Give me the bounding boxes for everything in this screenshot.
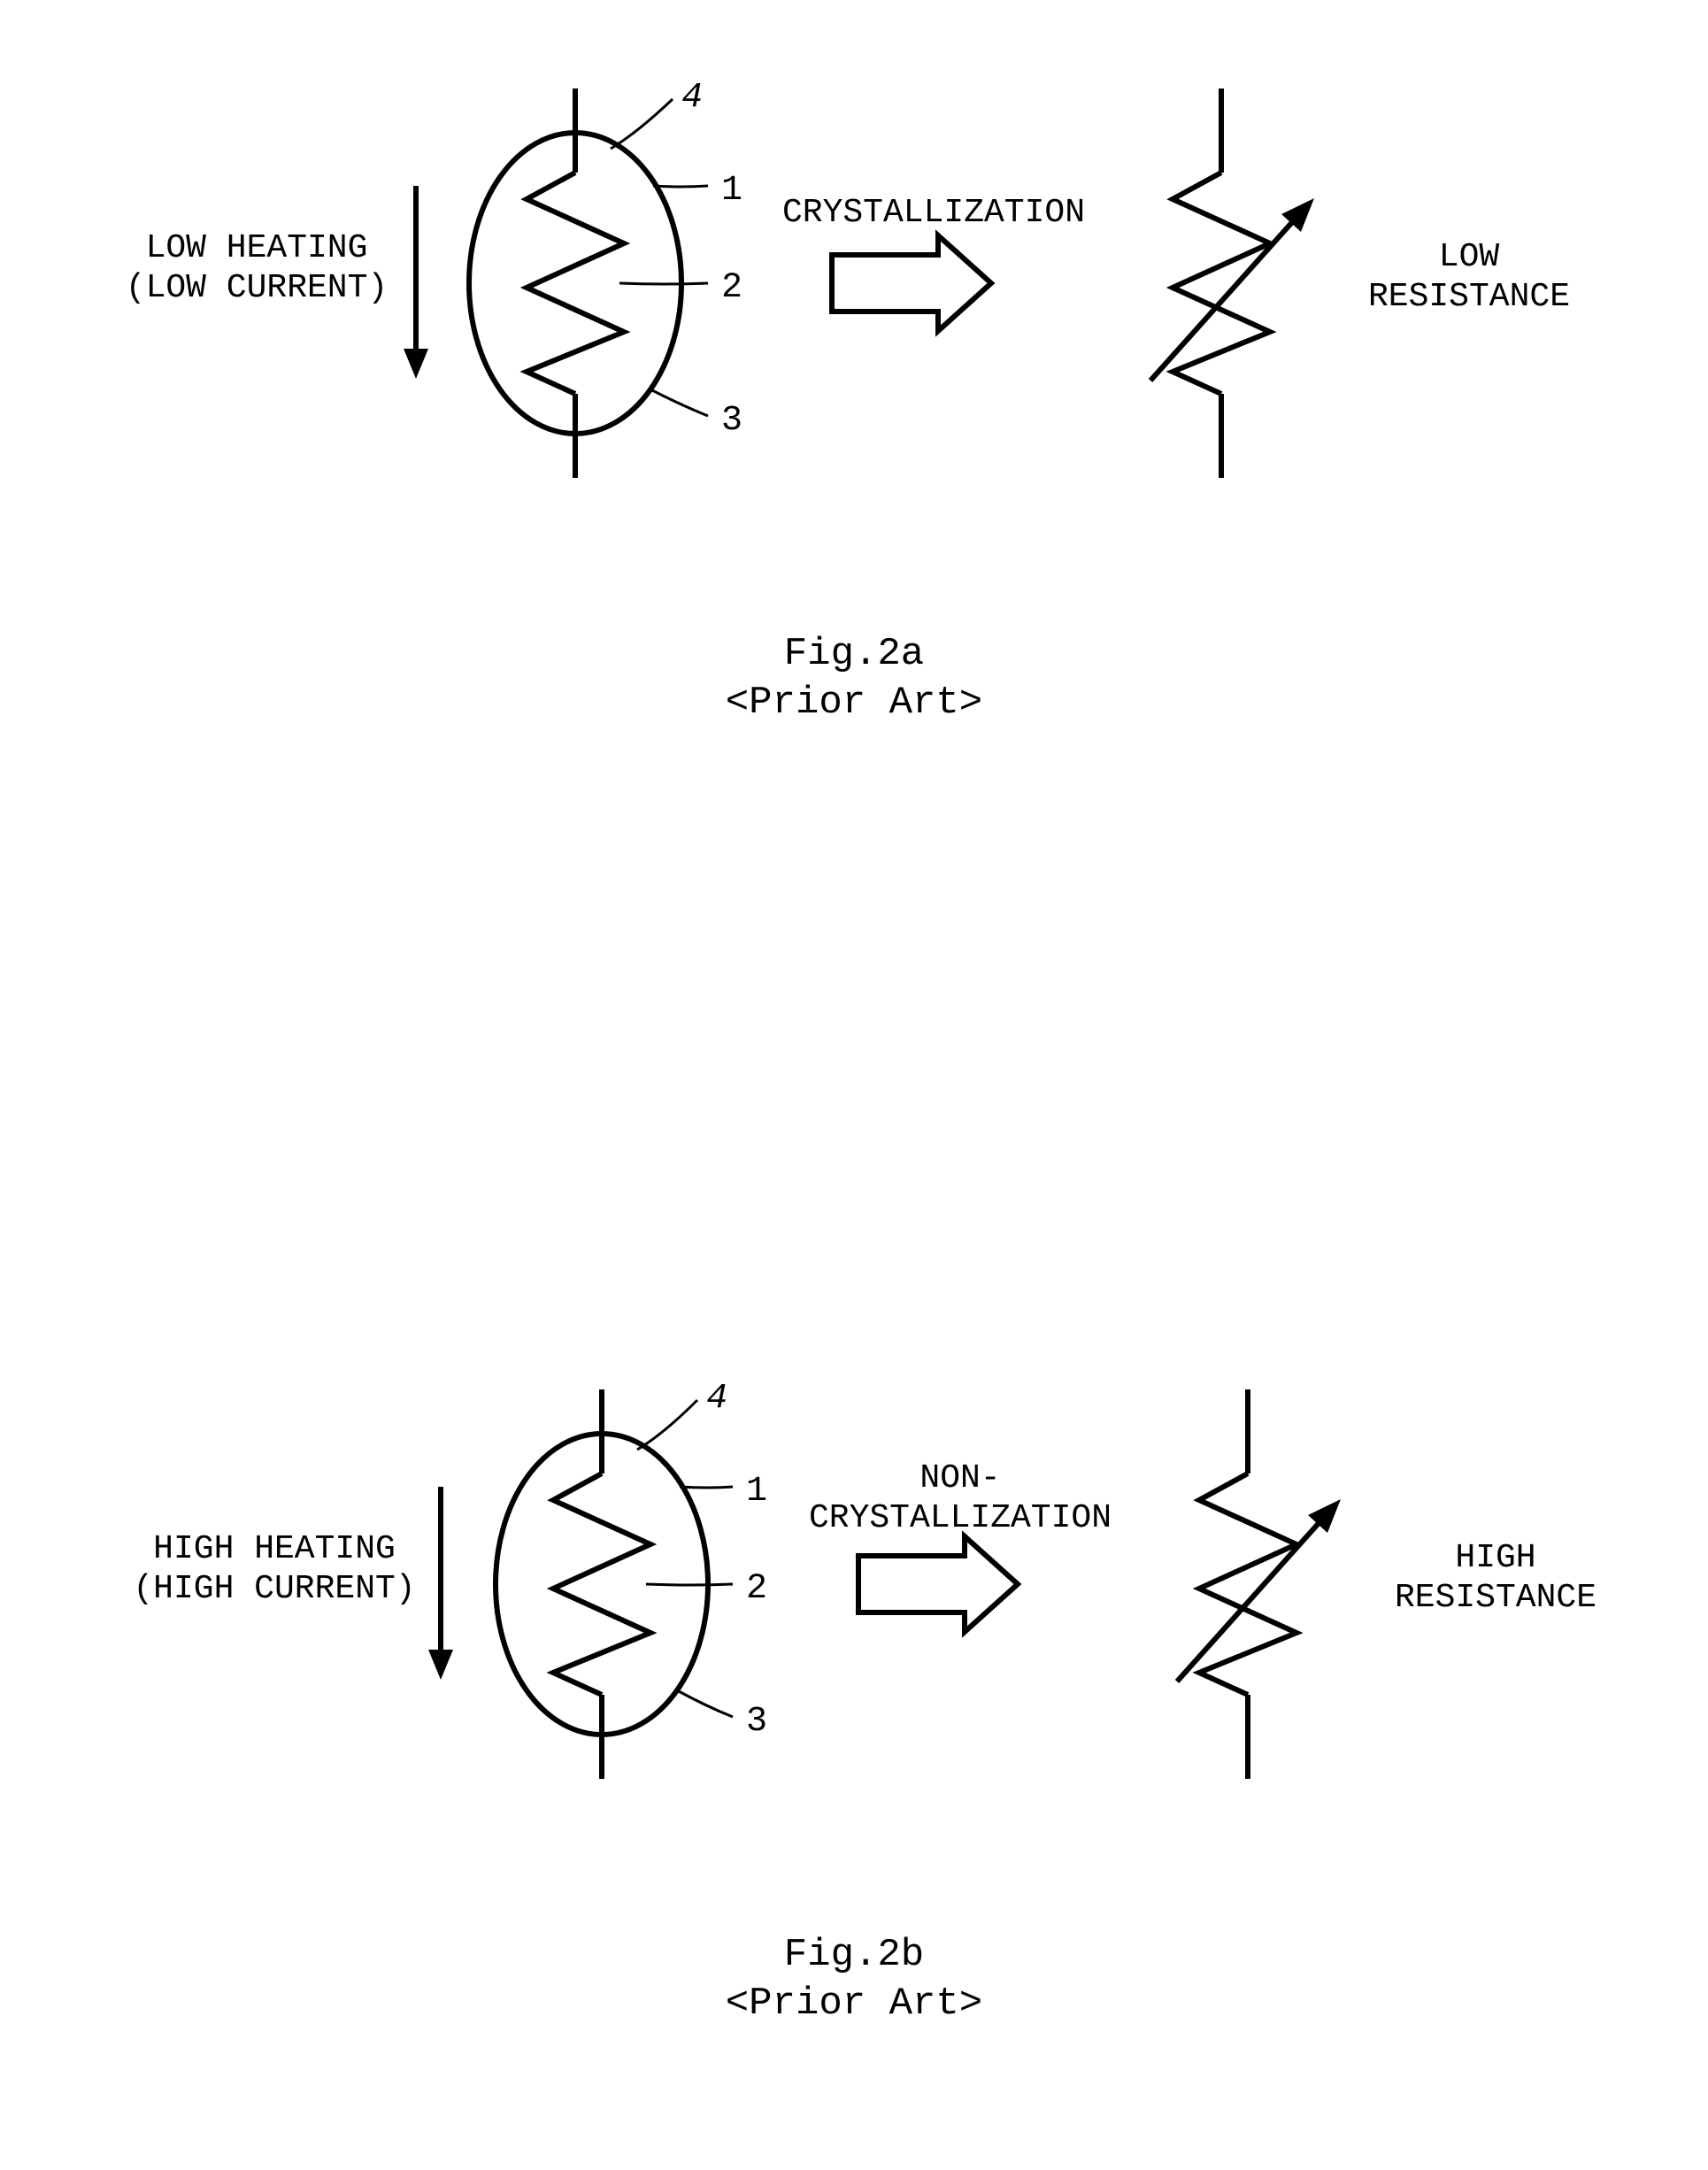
- caption-line2: <Prior Art>: [726, 681, 982, 725]
- callout-3-label: 3: [746, 1702, 767, 1742]
- callout-4: 4: [611, 78, 703, 149]
- resistor-element-left: [527, 88, 624, 478]
- figure-2a: LOW HEATING (LOW CURRENT) 4 1 2: [126, 78, 1570, 725]
- resistor-element-left: [553, 1389, 650, 1779]
- process-arrow-icon: [858, 1536, 1018, 1632]
- current-arrow: [428, 1487, 453, 1680]
- figure-2b: HIGH HEATING (HIGH CURRENT) 4 1 2: [133, 1379, 1596, 2026]
- callout-4-label: 4: [706, 1379, 727, 1419]
- process-label-line1: NON-: [919, 1459, 1000, 1497]
- right-label-line2: RESISTANCE: [1395, 1579, 1596, 1617]
- callout-2-label: 2: [746, 1569, 767, 1609]
- callout-4: 4: [637, 1379, 727, 1450]
- left-label-line1: HIGH HEATING: [153, 1530, 396, 1568]
- callout-4-label: 4: [681, 78, 703, 118]
- current-arrow: [404, 186, 428, 379]
- left-label-line2: (LOW CURRENT): [126, 269, 388, 307]
- left-label-line1: LOW HEATING: [146, 229, 368, 267]
- right-label-line1: HIGH: [1455, 1539, 1535, 1577]
- callout-3: 3: [650, 389, 742, 441]
- caption-line2: <Prior Art>: [726, 1981, 982, 2026]
- process-arrow-icon: [832, 235, 991, 331]
- callout-3-label: 3: [721, 401, 742, 441]
- callout-1-label: 1: [746, 1472, 767, 1512]
- figure-canvas: LOW HEATING (LOW CURRENT) 4 1 2: [0, 0, 1708, 2170]
- left-label-line2: (HIGH CURRENT): [133, 1570, 415, 1608]
- resistor-element-right: [1173, 88, 1270, 478]
- caption-line1: Fig.2b: [784, 1933, 924, 1977]
- process-label: CRYSTALLIZATION: [782, 194, 1085, 232]
- resistor-element-right: [1199, 1389, 1296, 1779]
- callout-3: 3: [677, 1690, 767, 1742]
- callout-1-label: 1: [721, 171, 742, 211]
- right-label-line1: LOW: [1439, 238, 1500, 276]
- process-label-line2: CRYSTALLIZATION: [809, 1499, 1112, 1537]
- right-label-line2: RESISTANCE: [1368, 278, 1570, 316]
- callout-2-label: 2: [721, 268, 742, 308]
- caption-line1: Fig.2a: [784, 632, 924, 676]
